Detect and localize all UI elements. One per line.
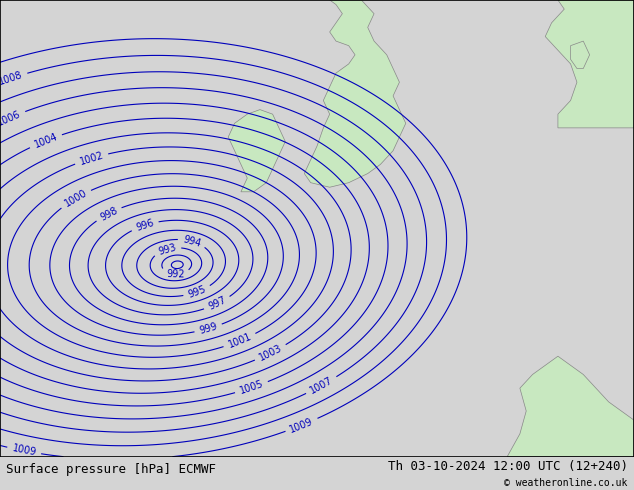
Text: 1000: 1000 <box>63 188 89 209</box>
Text: 1009: 1009 <box>11 443 37 458</box>
Text: 1007: 1007 <box>308 375 335 396</box>
Text: 996: 996 <box>134 218 155 233</box>
Polygon shape <box>304 0 406 187</box>
Text: 994: 994 <box>182 234 202 249</box>
Text: 998: 998 <box>98 205 119 222</box>
Polygon shape <box>228 110 285 192</box>
Text: 1009: 1009 <box>288 416 315 434</box>
Text: 995: 995 <box>186 284 207 300</box>
Text: 1002: 1002 <box>78 150 105 167</box>
Text: 1003: 1003 <box>257 343 284 363</box>
Text: 992: 992 <box>166 269 184 279</box>
Polygon shape <box>545 0 634 128</box>
Text: Th 03-10-2024 12:00 UTC (12+240): Th 03-10-2024 12:00 UTC (12+240) <box>387 460 628 472</box>
Text: 993: 993 <box>157 242 178 256</box>
Polygon shape <box>507 356 634 457</box>
Text: Surface pressure [hPa] ECMWF: Surface pressure [hPa] ECMWF <box>6 463 216 476</box>
Text: 1004: 1004 <box>32 131 59 150</box>
Text: 1008: 1008 <box>0 70 24 87</box>
Text: © weatheronline.co.uk: © weatheronline.co.uk <box>504 478 628 488</box>
Text: 1001: 1001 <box>226 331 253 350</box>
Text: 1005: 1005 <box>238 379 265 396</box>
Text: 999: 999 <box>198 321 219 336</box>
Text: 997: 997 <box>207 295 228 312</box>
Polygon shape <box>571 41 590 69</box>
Text: 1006: 1006 <box>0 109 22 127</box>
